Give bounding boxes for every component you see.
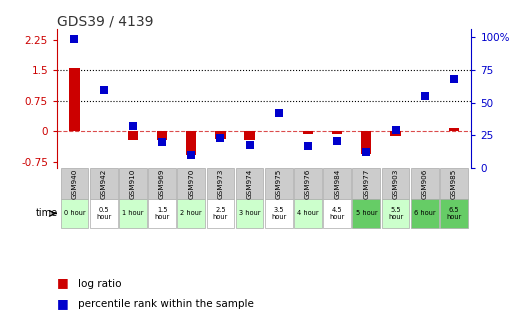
- Text: log ratio: log ratio: [78, 279, 121, 289]
- Text: time: time: [35, 208, 57, 218]
- Text: GDS39 / 4139: GDS39 / 4139: [57, 14, 153, 28]
- Bar: [90, 168, 118, 198]
- Text: 3.5
hour: 3.5 hour: [271, 207, 286, 220]
- Point: [158, 139, 166, 145]
- Bar: [244, 131, 255, 140]
- Text: GSM969: GSM969: [159, 169, 165, 199]
- Bar: [186, 131, 196, 155]
- Text: ■: ■: [57, 297, 69, 310]
- Point: [187, 152, 195, 158]
- Bar: [207, 199, 234, 228]
- Text: GSM970: GSM970: [188, 169, 194, 199]
- Text: 6.5
hour: 6.5 hour: [446, 207, 462, 220]
- Text: GSM974: GSM974: [247, 169, 253, 199]
- Text: GSM942: GSM942: [100, 169, 107, 199]
- Text: GSM973: GSM973: [218, 169, 223, 199]
- Bar: [69, 68, 80, 131]
- Bar: [294, 168, 322, 198]
- Point: [70, 36, 79, 41]
- Text: GSM984: GSM984: [334, 169, 340, 199]
- Bar: [352, 199, 380, 228]
- Bar: [361, 131, 371, 154]
- Point: [392, 128, 400, 133]
- Bar: [382, 168, 409, 198]
- Point: [362, 150, 370, 155]
- Bar: [215, 131, 225, 139]
- Text: 5.5
hour: 5.5 hour: [388, 207, 403, 220]
- Text: GSM910: GSM910: [130, 169, 136, 199]
- Bar: [323, 199, 351, 228]
- Bar: [352, 168, 380, 198]
- Text: ■: ■: [57, 276, 69, 289]
- Bar: [440, 199, 468, 228]
- Text: 2.5
hour: 2.5 hour: [213, 207, 228, 220]
- Text: GSM985: GSM985: [451, 169, 457, 199]
- Bar: [119, 168, 147, 198]
- Bar: [148, 199, 176, 228]
- Point: [304, 143, 312, 148]
- Bar: [382, 199, 409, 228]
- Text: 4 hour: 4 hour: [297, 210, 319, 216]
- Text: 1.5
hour: 1.5 hour: [154, 207, 170, 220]
- Point: [128, 124, 137, 129]
- Point: [99, 87, 108, 92]
- Bar: [236, 199, 264, 228]
- Bar: [157, 131, 167, 140]
- Bar: [294, 199, 322, 228]
- Bar: [303, 131, 313, 133]
- Text: GSM977: GSM977: [363, 169, 369, 199]
- Bar: [61, 199, 89, 228]
- Text: 3 hour: 3 hour: [239, 210, 261, 216]
- Point: [216, 135, 224, 141]
- Text: percentile rank within the sample: percentile rank within the sample: [78, 300, 254, 309]
- Text: 0 hour: 0 hour: [64, 210, 85, 216]
- Text: 4.5
hour: 4.5 hour: [329, 207, 345, 220]
- Point: [333, 138, 341, 143]
- Bar: [61, 168, 89, 198]
- Bar: [119, 199, 147, 228]
- Bar: [440, 168, 468, 198]
- Text: GSM903: GSM903: [393, 169, 398, 199]
- Bar: [411, 168, 439, 198]
- Bar: [177, 199, 205, 228]
- Text: GSM940: GSM940: [71, 169, 78, 199]
- Bar: [332, 131, 342, 134]
- Text: 2 hour: 2 hour: [180, 210, 202, 216]
- Bar: [128, 131, 138, 140]
- Bar: [236, 168, 264, 198]
- Bar: [148, 168, 176, 198]
- Bar: [411, 199, 439, 228]
- Point: [275, 111, 283, 116]
- Bar: [207, 168, 234, 198]
- Bar: [265, 168, 293, 198]
- Bar: [265, 199, 293, 228]
- Text: 6 hour: 6 hour: [414, 210, 436, 216]
- Text: 1 hour: 1 hour: [122, 210, 143, 216]
- Bar: [449, 128, 459, 131]
- Text: 0.5
hour: 0.5 hour: [96, 207, 111, 220]
- Text: GSM906: GSM906: [422, 169, 428, 199]
- Bar: [323, 168, 351, 198]
- Text: 5 hour: 5 hour: [355, 210, 377, 216]
- Text: GSM976: GSM976: [305, 169, 311, 199]
- Bar: [90, 199, 118, 228]
- Bar: [177, 168, 205, 198]
- Point: [450, 77, 458, 82]
- Point: [421, 94, 429, 99]
- Bar: [391, 131, 400, 136]
- Point: [246, 142, 254, 147]
- Text: GSM975: GSM975: [276, 169, 282, 199]
